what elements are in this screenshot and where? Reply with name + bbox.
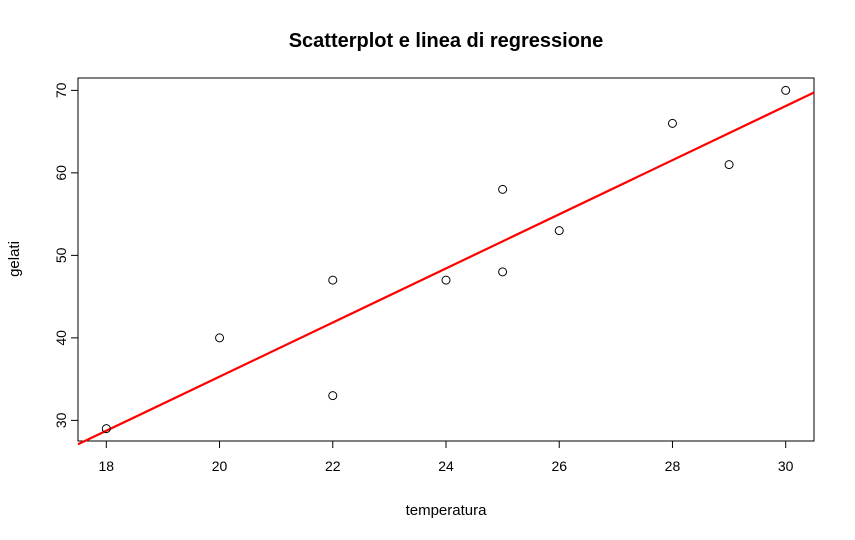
x-axis-label: temperatura <box>406 502 488 519</box>
y-tick-label: 60 <box>53 165 69 181</box>
x-tick-label: 24 <box>438 458 454 474</box>
data-point <box>441 275 451 285</box>
x-axis: 18 20 22 24 26 28 30 <box>99 440 794 474</box>
y-tick-label: 30 <box>53 412 69 428</box>
regression-layer <box>77 91 815 446</box>
data-point <box>667 118 677 128</box>
x-tick-label: 20 <box>212 458 228 474</box>
data-point <box>328 391 338 401</box>
data-point <box>498 184 508 194</box>
x-tick-label: 26 <box>551 458 567 474</box>
data-point <box>498 267 508 277</box>
y-tick-label: 70 <box>53 82 69 98</box>
x-tick-label: 22 <box>325 458 341 474</box>
data-point <box>101 424 111 434</box>
data-point <box>781 85 791 95</box>
y-axis: 30 40 50 60 70 <box>53 82 79 428</box>
y-tick-label: 50 <box>53 247 69 263</box>
data-point <box>215 333 225 343</box>
plot-frame <box>77 77 815 442</box>
x-tick-label: 18 <box>99 458 115 474</box>
data-point <box>724 160 734 170</box>
data-point <box>554 226 564 236</box>
data-point <box>328 275 338 285</box>
regression-line <box>77 91 815 446</box>
y-tick-label: 40 <box>53 330 69 346</box>
x-tick-label: 30 <box>778 458 794 474</box>
chart-title: Scatterplot e linea di regressione <box>289 30 604 52</box>
points-layer <box>101 85 791 434</box>
x-tick-label: 28 <box>665 458 681 474</box>
y-axis-label: gelati <box>6 241 23 277</box>
